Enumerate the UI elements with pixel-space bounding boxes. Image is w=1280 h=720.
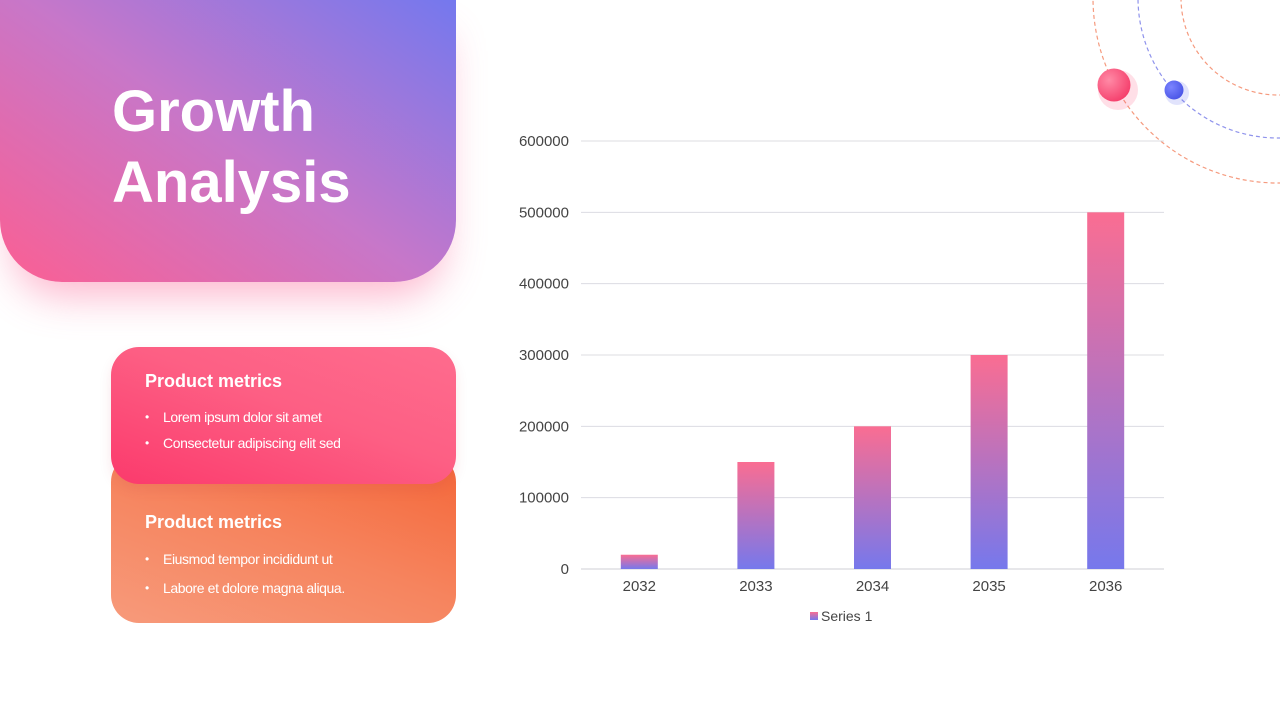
x-tick-label: 2033 bbox=[739, 578, 772, 595]
bar-2033 bbox=[737, 462, 775, 569]
x-tick-label: 2034 bbox=[856, 578, 889, 595]
bar-2034 bbox=[854, 426, 891, 569]
x-tick-label: 2036 bbox=[1089, 578, 1122, 595]
legend-swatch bbox=[810, 612, 818, 620]
x-tick-label: 2032 bbox=[623, 578, 656, 595]
x-tick-label: 2035 bbox=[972, 578, 1005, 595]
card-heading: Product metrics bbox=[145, 512, 283, 532]
bullet-list: Lorem ipsum dolor sit amet Consectetur a… bbox=[145, 404, 436, 456]
title-card: Growth Analysis bbox=[0, 0, 456, 282]
bars bbox=[620, 212, 1125, 570]
y-tick-label: 200000 bbox=[519, 418, 569, 435]
card-heading: Product metrics bbox=[145, 371, 283, 391]
y-tick-label: 100000 bbox=[519, 490, 569, 507]
y-tick-label: 0 bbox=[561, 561, 569, 578]
orbit-ring-inner bbox=[1180, 0, 1280, 96]
bar-2035 bbox=[970, 355, 1008, 569]
blue-dot bbox=[1164, 80, 1184, 100]
bullet-item: Eiusmod tempor incididunt ut bbox=[145, 545, 436, 574]
x-axis-ticks: 2032 2033 2034 2035 2036 bbox=[623, 578, 1123, 595]
bar-2036 bbox=[1087, 212, 1125, 570]
bullet-item: Consectetur adipiscing elit sed bbox=[145, 430, 436, 456]
y-tick-label: 500000 bbox=[519, 204, 569, 221]
title-line-1: Growth bbox=[112, 79, 315, 144]
bullet-list: Eiusmod tempor incididunt ut Labore et d… bbox=[145, 545, 436, 603]
orbit-ring-outer bbox=[1092, 0, 1280, 184]
y-tick-label: 600000 bbox=[519, 133, 569, 150]
bullet-item: Lorem ipsum dolor sit amet bbox=[145, 404, 436, 430]
y-tick-label: 300000 bbox=[519, 347, 569, 364]
legend-label: Series 1 bbox=[821, 608, 873, 624]
page-title: Growth Analysis bbox=[112, 76, 351, 218]
orbit-decoration bbox=[1092, 0, 1280, 184]
pink-dot bbox=[1097, 68, 1131, 102]
bar-2032 bbox=[620, 554, 658, 569]
bullet-item: Labore et dolore magna aliqua. bbox=[145, 574, 436, 603]
y-axis-ticks: 0 100000 200000 300000 400000 500000 600000 bbox=[519, 133, 569, 578]
legend: Series 1 bbox=[810, 608, 873, 624]
y-tick-label: 400000 bbox=[519, 276, 569, 293]
orbit-ring-middle bbox=[1137, 0, 1280, 139]
title-line-2: Analysis bbox=[112, 150, 351, 215]
metrics-card-pink: Product metrics Lorem ipsum dolor sit am… bbox=[111, 347, 456, 484]
